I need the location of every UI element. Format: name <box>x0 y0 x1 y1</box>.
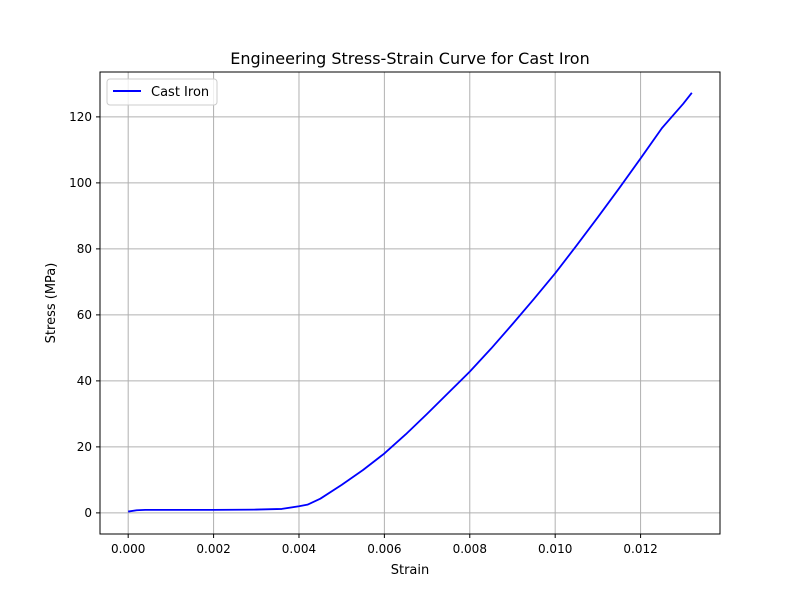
legend-label: Cast Iron <box>151 85 209 100</box>
x-axis-ticks: 0.000 0.002 0.004 0.006 0.008 0.010 0.012 <box>111 534 658 556</box>
x-tick-label: 0.008 <box>453 542 487 556</box>
y-axis-label: Stress (MPa) <box>44 263 59 344</box>
series-layer <box>128 92 693 513</box>
x-tick-label: 0.010 <box>538 542 572 556</box>
legend: Cast Iron <box>106 78 218 106</box>
legend-box <box>106 78 218 106</box>
x-tick-label: 0.012 <box>623 542 657 556</box>
y-tick-label: 0 <box>84 506 92 520</box>
x-tick-label: 0.006 <box>367 542 401 556</box>
y-tick-label: 80 <box>77 242 92 256</box>
x-tick-label: 0.002 <box>196 542 230 556</box>
x-tick-label: 0.004 <box>282 542 316 556</box>
plot-frame <box>99 71 721 535</box>
y-tick-label: 40 <box>77 374 92 388</box>
x-axis-label: Strain <box>391 563 430 578</box>
x-tick-label: 0.000 <box>111 542 145 556</box>
chart-title: Engineering Stress-Strain Curve for Cast… <box>230 49 589 68</box>
y-tick-label: 60 <box>77 308 92 322</box>
y-axis-ticks: 0 20 40 60 80 100 120 <box>69 110 100 520</box>
grid <box>100 72 720 534</box>
y-tick-label: 100 <box>69 176 92 190</box>
series-line-cast-iron <box>128 92 693 513</box>
y-tick-label: 120 <box>69 110 92 124</box>
y-tick-label: 20 <box>77 440 92 454</box>
plot-area <box>100 72 720 534</box>
